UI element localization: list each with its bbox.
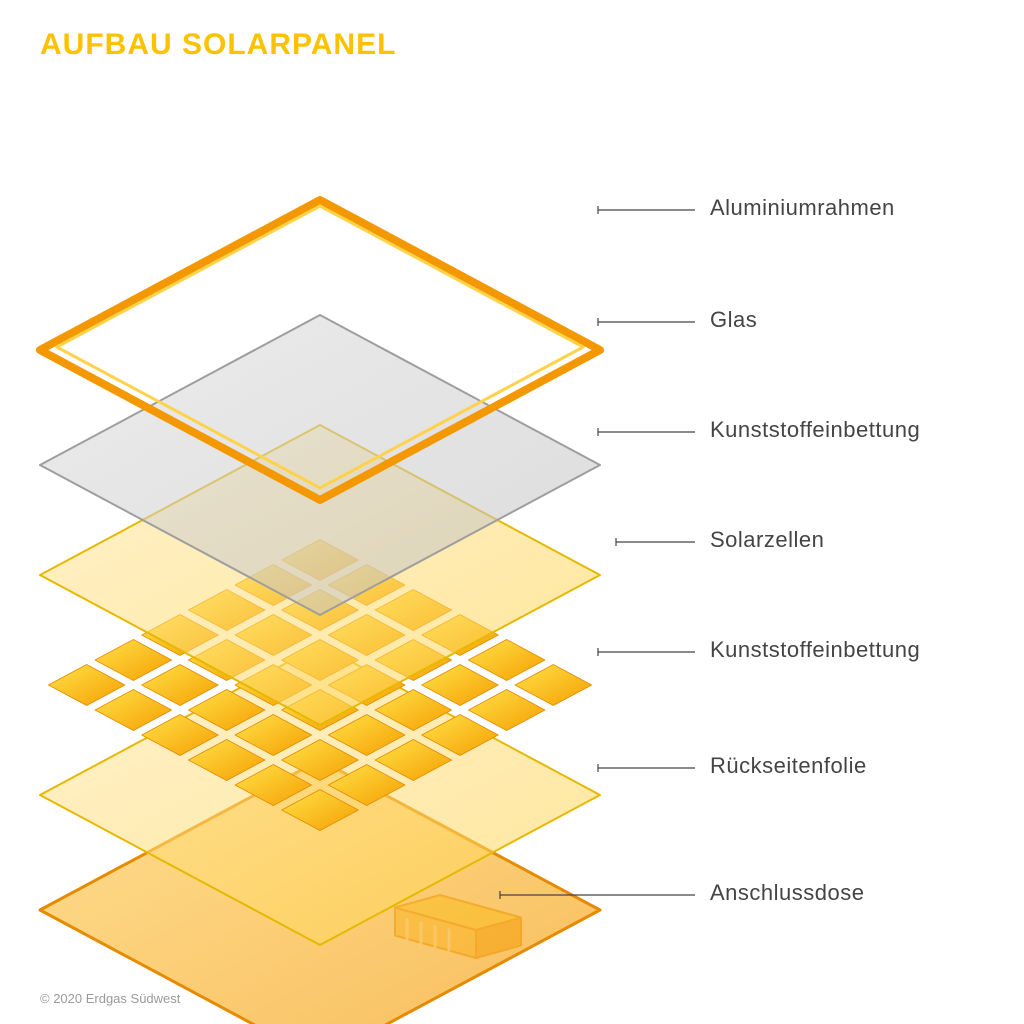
exploded-diagram — [0, 0, 1024, 1024]
label-encaps1: Kunststoffeinbettung — [710, 417, 920, 443]
label-cells: Solarzellen — [710, 527, 824, 553]
label-junction: Anschlussdose — [710, 880, 864, 906]
label-backsheet: Rückseitenfolie — [710, 753, 867, 779]
label-glass: Glas — [710, 307, 757, 333]
label-encaps2: Kunststoffeinbettung — [710, 637, 920, 663]
label-frame: Aluminiumrahmen — [710, 195, 895, 221]
